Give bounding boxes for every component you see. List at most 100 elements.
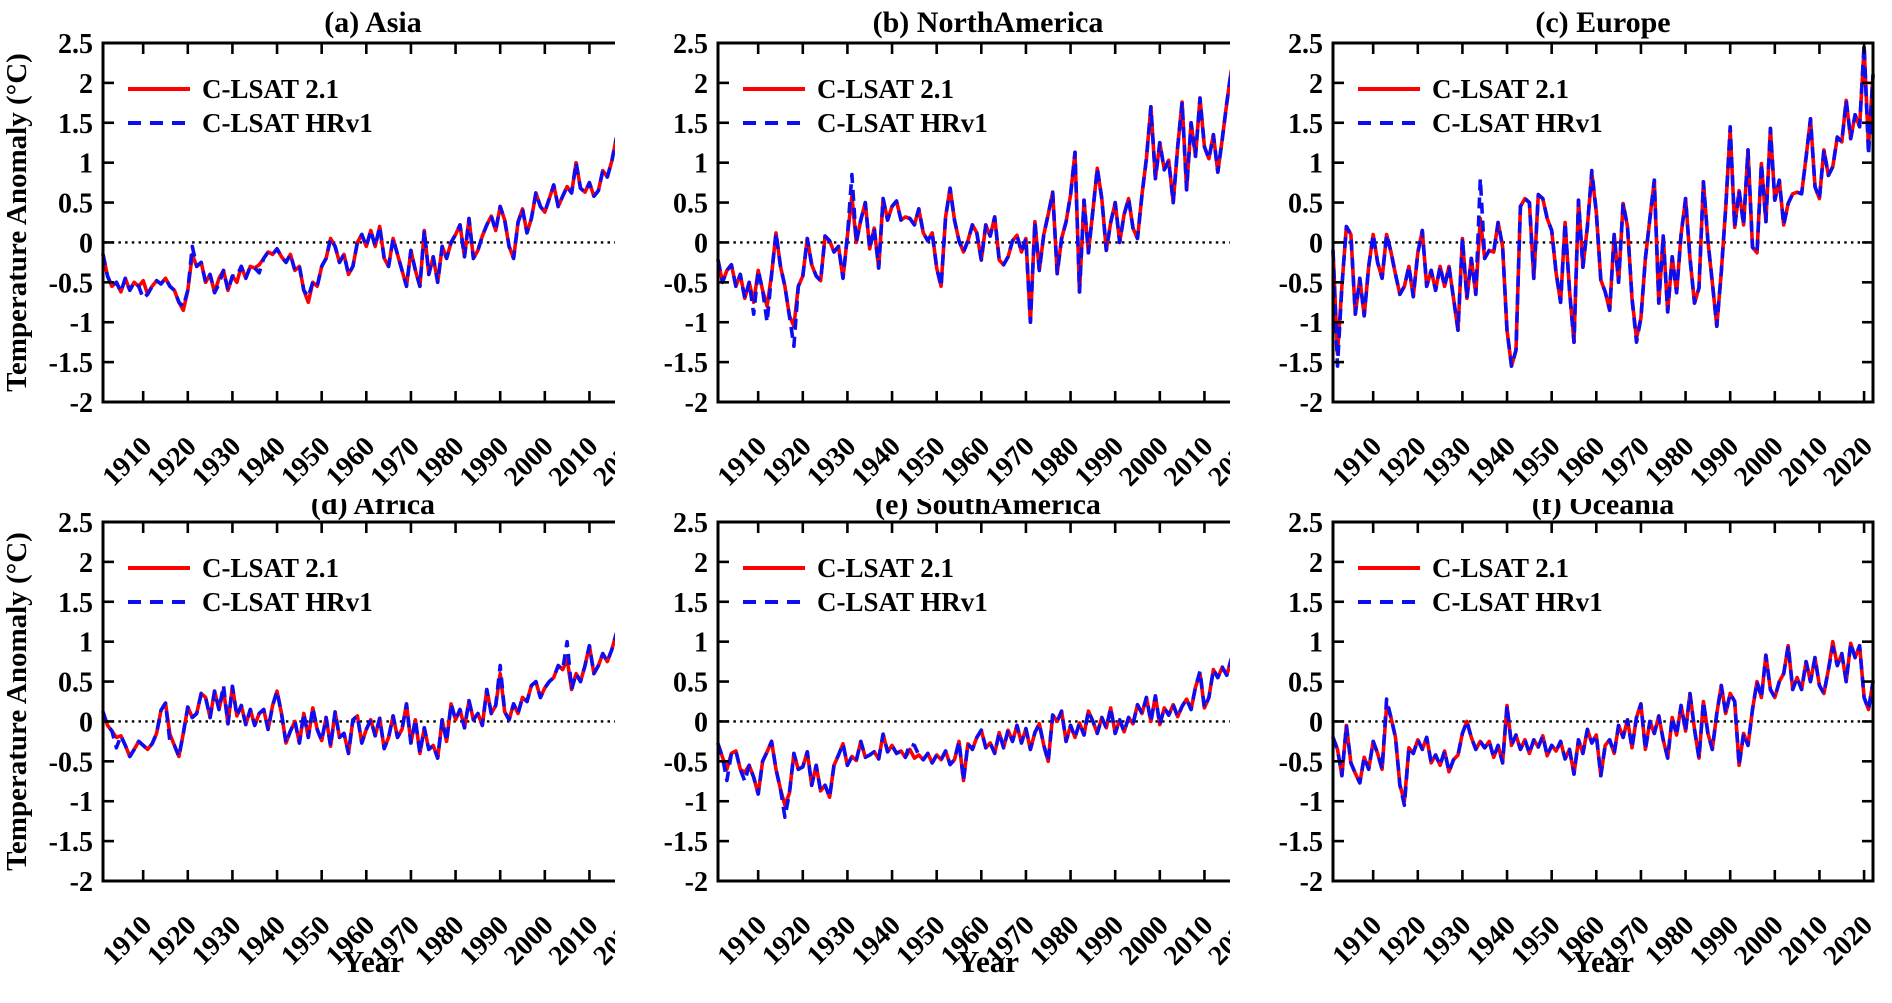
series-hrv1-line bbox=[1331, 42, 1875, 368]
y-tick-label: -1.5 bbox=[1279, 827, 1323, 858]
y-axis-label: Temperature Anomaly (°C) bbox=[1, 53, 33, 392]
panel-southamerica: 1910 1920 1930 1940 1950 1960 1970 1980 1990 2000… bbox=[615, 488, 1264, 1003]
panel-europe: 1910 1920 1930 1940 1950 1960 1970 1980 1990 2000… bbox=[1230, 0, 1892, 504]
y-tick-label: 2.5 bbox=[1288, 508, 1323, 539]
legend-label-hrv1: C-LSAT HRv1 bbox=[202, 587, 373, 617]
y-tick-label: -0.5 bbox=[49, 268, 93, 299]
y-tick-label: 1.5 bbox=[58, 109, 93, 140]
y-tick-label: -0.5 bbox=[664, 268, 708, 299]
chart-asia: 1910192019301940195019601970198019902000… bbox=[1, 6, 649, 493]
y-tick-label: 0.5 bbox=[58, 189, 93, 220]
series-clsat21-line bbox=[1331, 45, 1875, 368]
y-tick-label: 1 bbox=[694, 149, 708, 180]
legend-label-clsat21: C-LSAT 2.1 bbox=[202, 553, 339, 583]
panel-title: (e) SouthAmerica bbox=[875, 499, 1101, 521]
legend-label-hrv1: C-LSAT HRv1 bbox=[1432, 108, 1603, 138]
plot-frame bbox=[1331, 520, 1875, 883]
chart-southamerica: 1910192019301940195019601970198019902000… bbox=[664, 488, 1264, 979]
series-hrv1-line bbox=[1331, 641, 1875, 807]
panel-northamerica: 1910 1920 1930 1940 1950 1960 1970 1980 1990 2000… bbox=[615, 0, 1264, 504]
y-tick-label: 1.5 bbox=[58, 588, 93, 619]
y-tick-label: -1 bbox=[685, 787, 708, 818]
y-tick-label: 0.5 bbox=[1288, 189, 1323, 220]
y-tick-label: 2.5 bbox=[58, 29, 93, 60]
y-tick-label: -2 bbox=[685, 867, 708, 898]
y-tick-label: -1.5 bbox=[664, 348, 708, 379]
y-tick-label: 2 bbox=[1309, 548, 1323, 579]
series-clsat21-line bbox=[101, 600, 645, 760]
series-hrv1-line bbox=[716, 69, 1260, 348]
y-tick-label: 0.5 bbox=[1288, 668, 1323, 699]
plot-frame bbox=[101, 41, 645, 404]
y-tick-label: -0.5 bbox=[49, 747, 93, 778]
y-tick-label: -1.5 bbox=[49, 348, 93, 379]
y-tick-label: 1 bbox=[79, 628, 93, 659]
panel-title: (c) Europe bbox=[1535, 6, 1670, 39]
y-tick-label: 0.5 bbox=[673, 189, 708, 220]
y-tick-label: 1.5 bbox=[1288, 588, 1323, 619]
legend-label-hrv1: C-LSAT HRv1 bbox=[817, 587, 988, 617]
y-tick-label: 0.5 bbox=[58, 668, 93, 699]
y-tick-label: 0 bbox=[79, 707, 93, 738]
y-tick-label: -1 bbox=[685, 308, 708, 339]
x-axis-label: Year bbox=[1572, 944, 1634, 979]
y-tick-label: 2 bbox=[694, 548, 708, 579]
series-hrv1-line bbox=[101, 98, 645, 309]
x-tick-label: 2020 bbox=[1818, 910, 1880, 972]
y-axis-label: Temperature Anomaly (°C) bbox=[1, 532, 33, 871]
y-tick-label: 2.5 bbox=[673, 508, 708, 539]
panel-asia: 1910 1920 1930 1940 1950 1960 1970 1980 1990 2000… bbox=[0, 0, 649, 504]
y-tick-label: 0 bbox=[1309, 707, 1323, 738]
y-tick-label: 2.5 bbox=[673, 29, 708, 60]
plot-frame bbox=[716, 41, 1260, 404]
panel-title: (a) Asia bbox=[324, 6, 422, 39]
legend-label-hrv1: C-LSAT HRv1 bbox=[202, 108, 373, 138]
legend-label-clsat21: C-LSAT 2.1 bbox=[202, 74, 339, 104]
y-tick-label: -0.5 bbox=[664, 747, 708, 778]
series-clsat21-line bbox=[716, 65, 1260, 328]
y-tick-label: -1 bbox=[1300, 787, 1323, 818]
y-tick-label: 2 bbox=[1309, 69, 1323, 100]
x-tick-label: 2020 bbox=[1818, 431, 1880, 493]
y-tick-label: 2 bbox=[79, 69, 93, 100]
y-tick-label: 1.5 bbox=[673, 109, 708, 140]
y-tick-label: -2 bbox=[1300, 388, 1323, 419]
panel-oceania: 1910 1920 1930 1940 1950 1960 1970 1980 1990 2000… bbox=[1230, 488, 1892, 1003]
y-tick-label: 1 bbox=[79, 149, 93, 180]
y-tick-label: 2.5 bbox=[1288, 29, 1323, 60]
y-tick-label: 1 bbox=[1309, 628, 1323, 659]
legend-label-hrv1: C-LSAT HRv1 bbox=[1432, 587, 1603, 617]
panel-title: (f) Oceania bbox=[1532, 499, 1674, 521]
legend-label-clsat21: C-LSAT 2.1 bbox=[1432, 74, 1569, 104]
y-tick-label: 0.5 bbox=[673, 668, 708, 699]
x-axis-label: Year bbox=[957, 944, 1019, 979]
y-tick-label: 1.5 bbox=[673, 588, 708, 619]
y-tick-label: 2.5 bbox=[58, 508, 93, 539]
chart-europe: 1910192019301940195019601970198019902000… bbox=[1279, 6, 1880, 493]
panel-title: (b) NorthAmerica bbox=[873, 6, 1104, 39]
y-tick-label: -2 bbox=[1300, 867, 1323, 898]
legend-label-hrv1: C-LSAT HRv1 bbox=[817, 108, 988, 138]
y-tick-label: -1 bbox=[1300, 308, 1323, 339]
y-tick-label: 0 bbox=[694, 228, 708, 259]
y-tick-label: -0.5 bbox=[1279, 747, 1323, 778]
y-tick-label: 1 bbox=[1309, 149, 1323, 180]
plot-frame bbox=[1331, 41, 1875, 404]
y-tick-label: 0 bbox=[694, 707, 708, 738]
legend-label-clsat21: C-LSAT 2.1 bbox=[1432, 553, 1569, 583]
y-tick-label: 2 bbox=[694, 69, 708, 100]
legend-label-clsat21: C-LSAT 2.1 bbox=[817, 553, 954, 583]
y-tick-label: -1.5 bbox=[49, 827, 93, 858]
panel-africa: 1910 1920 1930 1940 1950 1960 1970 1980 1990 2000… bbox=[0, 488, 649, 1003]
panel-title: (d) Africa bbox=[311, 499, 435, 521]
y-tick-label: 1.5 bbox=[1288, 109, 1323, 140]
y-tick-label: -0.5 bbox=[1279, 268, 1323, 299]
y-tick-label: -2 bbox=[70, 388, 93, 419]
y-tick-label: 2 bbox=[79, 548, 93, 579]
y-tick-label: 0 bbox=[79, 228, 93, 259]
legend-label-clsat21: C-LSAT 2.1 bbox=[817, 74, 954, 104]
y-tick-label: 0 bbox=[1309, 228, 1323, 259]
y-tick-label: -1 bbox=[70, 787, 93, 818]
x-axis-label: Year bbox=[342, 944, 404, 979]
